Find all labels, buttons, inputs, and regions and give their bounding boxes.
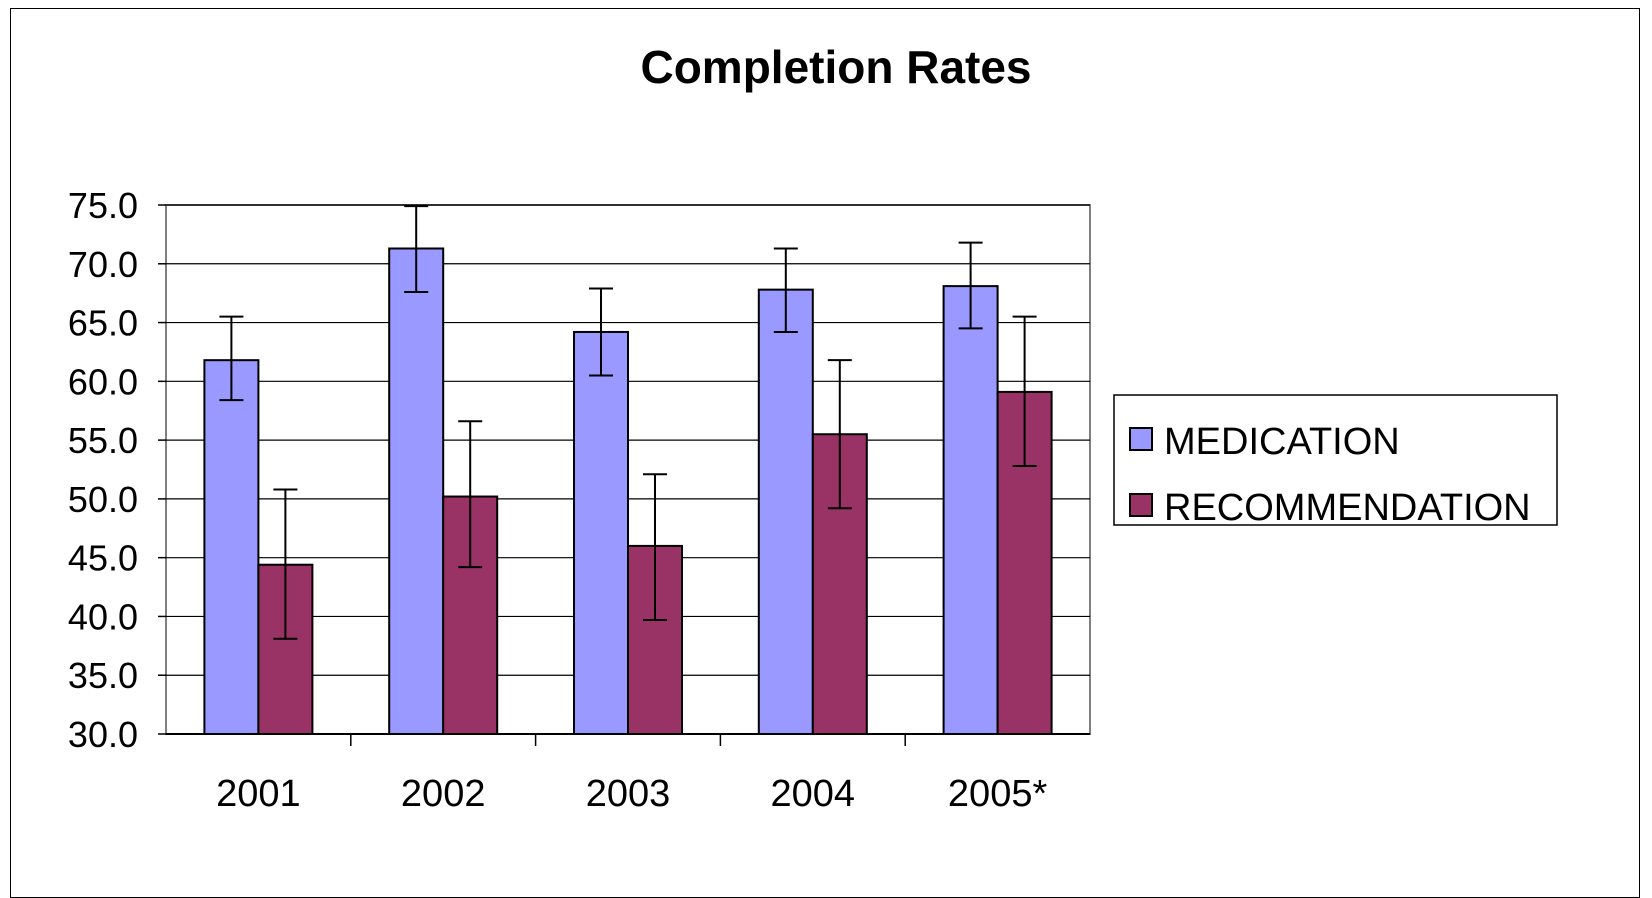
- x-tick-label: 2004: [771, 773, 856, 815]
- y-tick-label: 70.0: [68, 244, 138, 285]
- chart-frame: Completion Rates 30.0 35.0 40.0 45.0 50.0 55.…: [10, 8, 1640, 898]
- y-tick-label: 45.0: [68, 538, 138, 579]
- bar-medication: [388, 247, 445, 736]
- chart-title: Completion Rates: [640, 41, 1031, 93]
- legend-label: RECOMMENDATION: [1164, 487, 1531, 529]
- y-tick-label: 60.0: [68, 361, 138, 402]
- y-tick-label: 30.0: [68, 714, 138, 755]
- legend: MEDICATION RECOMMENDATION: [1113, 394, 1558, 529]
- x-tick-label: 2005*: [948, 773, 1048, 815]
- error-bars: [219, 205, 1037, 640]
- y-tick-label: 65.0: [68, 303, 138, 344]
- x-tick-label: 2002: [401, 773, 486, 815]
- legend-swatch-medication: [1129, 427, 1153, 451]
- y-axis-ticks: 30.0 35.0 40.0 45.0 50.0 55.0 60.0 65.0 70.0 75.0: [68, 185, 166, 755]
- y-tick-label: 55.0: [68, 420, 138, 461]
- legend-label: MEDICATION: [1164, 421, 1400, 463]
- bar-medication: [203, 359, 260, 735]
- legend-swatch-recommendation: [1129, 493, 1153, 517]
- y-tick-label: 50.0: [68, 479, 138, 520]
- x-tick-label: 2001: [216, 773, 301, 815]
- x-tick-label: 2003: [586, 773, 671, 815]
- bar-medication: [942, 285, 999, 735]
- y-tick-label: 35.0: [68, 655, 138, 696]
- x-axis-ticks: 2001 2002 2003 2004 2005*: [216, 734, 1047, 815]
- y-tick-label: 40.0: [68, 596, 138, 637]
- legend-box: [1113, 394, 1558, 526]
- bar-medication: [573, 330, 629, 735]
- y-tick-label: 75.0: [68, 185, 138, 226]
- bar-medication: [757, 288, 814, 735]
- chart: Completion Rates 30.0 35.0 40.0 45.0 50.0 55.…: [68, 41, 1558, 815]
